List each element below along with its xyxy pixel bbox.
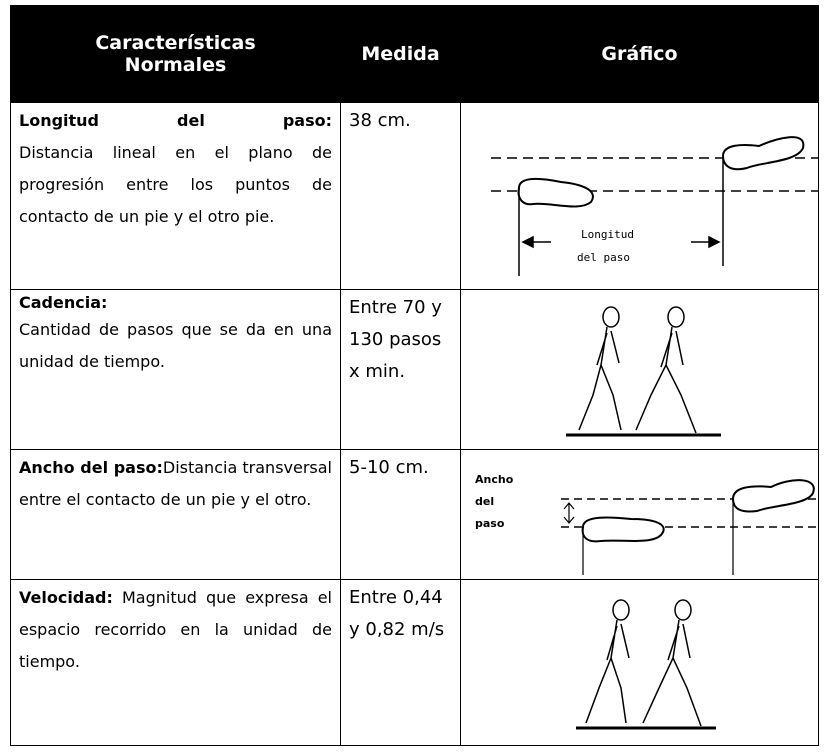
term: Ancho del paso: [19,458,163,477]
term: Longitud del paso: [19,111,332,130]
step-width-graphic: Ancho del paso [475,473,819,575]
walking-graphic [576,598,716,729]
row: Cadencia: Cantidad de pasos que se da en … [10,289,819,450]
description: Cantidad de pasos que se da en una unida… [19,320,332,371]
description-cell: Ancho del paso:Distancia transversal ent… [10,449,341,580]
walkers [566,305,721,436]
description: Magnitud que expresa el espacio recorrid… [19,588,332,671]
header-row: Características Normales Medida Gráfico [10,5,819,103]
measure: 38 cm. [340,102,461,290]
graphic-label: Longitud [581,228,634,241]
graphic-cell: Longitud del paso [460,102,819,290]
footprint [731,478,815,512]
row: Longitud del paso: Distancia lineal en e… [10,102,819,290]
gait-table: Características Normales Medida Gráfico … [10,5,819,746]
footprint [721,136,805,171]
header-cell: Gráfico [460,5,819,103]
row: Ancho del paso:Distancia transversal ent… [10,449,819,580]
graphic-label: del [475,495,494,508]
arrow [563,501,575,524]
footprint [517,177,594,208]
header-cell: Medida [340,5,461,103]
arrow [691,235,721,249]
graphic-label: Ancho [475,473,514,486]
graphic-cell: Ancho del paso [460,449,819,580]
measure: Entre 0,44 y 0,82 m/s [340,579,461,746]
term: Cadencia: [19,293,108,312]
term: Velocidad: [19,588,113,607]
arrow [521,235,551,249]
footprint [581,515,665,542]
step-length-graphic: Longitud del paso [491,136,819,276]
graphic-cell [460,579,819,746]
row: Velocidad: Magnitud que expresa el espac… [10,579,819,746]
graphic-cell [460,289,819,450]
walkers [576,598,716,729]
measure: 5-10 cm. [340,449,461,580]
walking-graphic [566,305,721,436]
description: Distancia transversal entre el contacto … [19,458,333,509]
description-cell: Longitud del paso: Distancia lineal en e… [10,102,341,290]
graphic-label: paso [475,517,505,530]
graphic-label: del paso [577,251,630,264]
description: Distancia lineal en el plano de progresi… [19,143,332,226]
description-cell: Velocidad: Magnitud que expresa el espac… [10,579,341,746]
header-cell: Características Normales [10,5,341,103]
description-cell: Cadencia: Cantidad de pasos que se da en … [10,289,341,450]
measure: Entre 70 y 130 pasos x min. [340,289,461,450]
